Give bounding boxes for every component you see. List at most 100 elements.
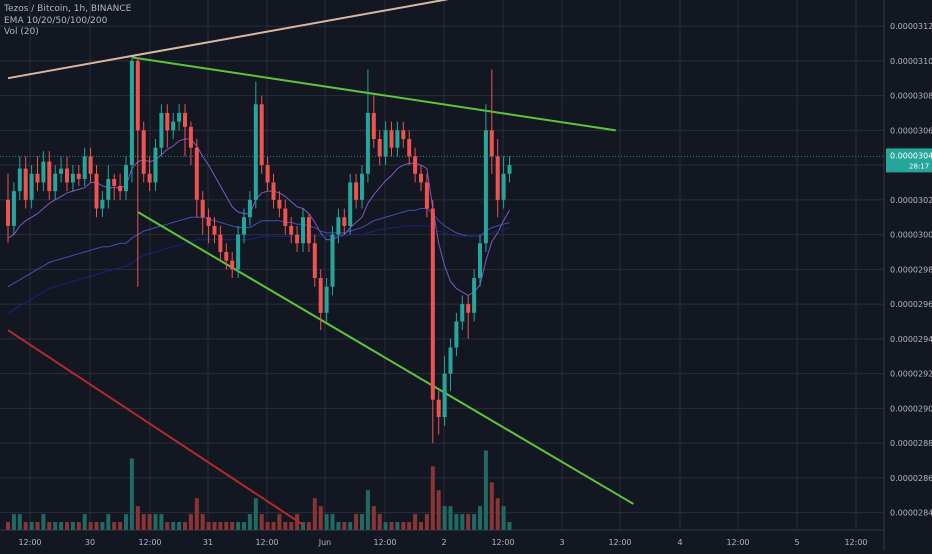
- candle-body: [213, 226, 217, 235]
- candle-body: [254, 104, 258, 200]
- volume-bar: [378, 514, 382, 530]
- candle-body: [260, 104, 264, 165]
- candle-body: [342, 217, 346, 226]
- candle-body: [272, 182, 276, 199]
- candle-body: [496, 156, 500, 199]
- volume-bar: [366, 490, 370, 530]
- time-tick-label: 12:00: [844, 538, 867, 547]
- candle-body: [6, 200, 10, 226]
- candle-body: [36, 174, 40, 183]
- candle-body: [508, 165, 512, 174]
- candle-body: [207, 217, 211, 226]
- volume-bar: [201, 514, 205, 530]
- candle-body: [431, 209, 435, 400]
- volume-indicator-label[interactable]: Vol (20): [4, 27, 131, 39]
- volume-bar: [307, 522, 311, 530]
- volume-bar: [407, 522, 411, 530]
- volume-bar: [372, 506, 376, 530]
- volume-bar: [195, 498, 199, 530]
- volume-bar: [71, 522, 75, 530]
- volume-bar: [348, 522, 352, 530]
- volume-bar: [18, 514, 22, 530]
- time-tick-label: Jun: [318, 538, 332, 547]
- time-tick-label: 3: [559, 538, 564, 547]
- candle-body: [71, 174, 75, 183]
- volume-bar: [59, 522, 63, 530]
- volume-bar: [272, 522, 276, 530]
- candle-body: [301, 217, 305, 243]
- volume-bar: [266, 522, 270, 530]
- volume-bar: [277, 514, 281, 530]
- candle-body: [419, 174, 423, 183]
- candle-body: [230, 261, 234, 270]
- candle-body: [189, 127, 193, 148]
- candle-body: [201, 200, 205, 217]
- candle-body: [130, 61, 134, 165]
- candle-body: [384, 130, 388, 156]
- candle-body: [112, 179, 116, 186]
- volume-bar: [112, 522, 116, 530]
- volume-bar: [30, 522, 34, 530]
- candle-body: [248, 200, 252, 217]
- candle-body: [195, 148, 199, 200]
- volume-bar: [395, 522, 399, 530]
- volume-bar: [413, 514, 417, 530]
- bar-countdown: 28:17: [909, 162, 929, 170]
- candle-body: [390, 130, 394, 147]
- volume-bar: [260, 514, 264, 530]
- candle-body: [425, 182, 429, 208]
- volume-bar: [53, 522, 57, 530]
- volume-bar: [390, 522, 394, 530]
- candle-body: [12, 191, 16, 226]
- candle-body: [148, 174, 152, 183]
- candle-body: [89, 156, 93, 173]
- volume-bar: [354, 514, 358, 530]
- trendlines[interactable]: [8, 0, 633, 525]
- volume-bar: [490, 482, 494, 530]
- candle-body: [118, 186, 122, 191]
- volume-bar: [183, 522, 187, 530]
- price-tick-label: 0.00003120: [890, 22, 932, 31]
- ema-indicator-label[interactable]: EMA 10/20/50/100/200: [4, 16, 131, 28]
- volume-bar: [130, 458, 134, 530]
- time-axis[interactable]: 12:00 30 12:00 31 12:00 Jun 12:00 2 12:00 3 12:00 4…: [18, 538, 867, 547]
- candle-body: [295, 235, 299, 244]
- candle-body: [124, 165, 128, 191]
- volume-bar: [118, 522, 122, 530]
- symbol-title[interactable]: Tezos / Bitcoin, 1h, BINANCE: [4, 4, 131, 16]
- volume-bar: [142, 514, 146, 530]
- candle-body: [354, 182, 358, 199]
- time-tick-label: 31: [203, 538, 213, 547]
- volume-bar: [207, 522, 211, 530]
- candles: [6, 57, 512, 443]
- chart-legend: Tezos / Bitcoin, 1h, BINANCE EMA 10/20/5…: [4, 4, 131, 39]
- volume-bar: [319, 506, 323, 530]
- candle-body: [490, 130, 494, 156]
- volume-bar: [236, 522, 240, 530]
- volume-bar: [106, 514, 110, 530]
- candle-body: [154, 148, 158, 183]
- volume-bar: [6, 522, 10, 530]
- candle-body: [142, 130, 146, 173]
- candle-body: [478, 243, 482, 278]
- volume-bar: [384, 522, 388, 530]
- volume-bar: [95, 522, 99, 530]
- volume-bar: [36, 522, 40, 530]
- time-tick-label: 12:00: [138, 538, 161, 547]
- volume-bar: [41, 514, 45, 530]
- volume-bar: [466, 514, 470, 530]
- candle-body: [289, 226, 293, 235]
- volume-bar: [77, 522, 81, 530]
- candle-body: [395, 130, 399, 147]
- volume-bar: [401, 522, 405, 530]
- volume-bar: [100, 522, 104, 530]
- volume-bar: [289, 522, 293, 530]
